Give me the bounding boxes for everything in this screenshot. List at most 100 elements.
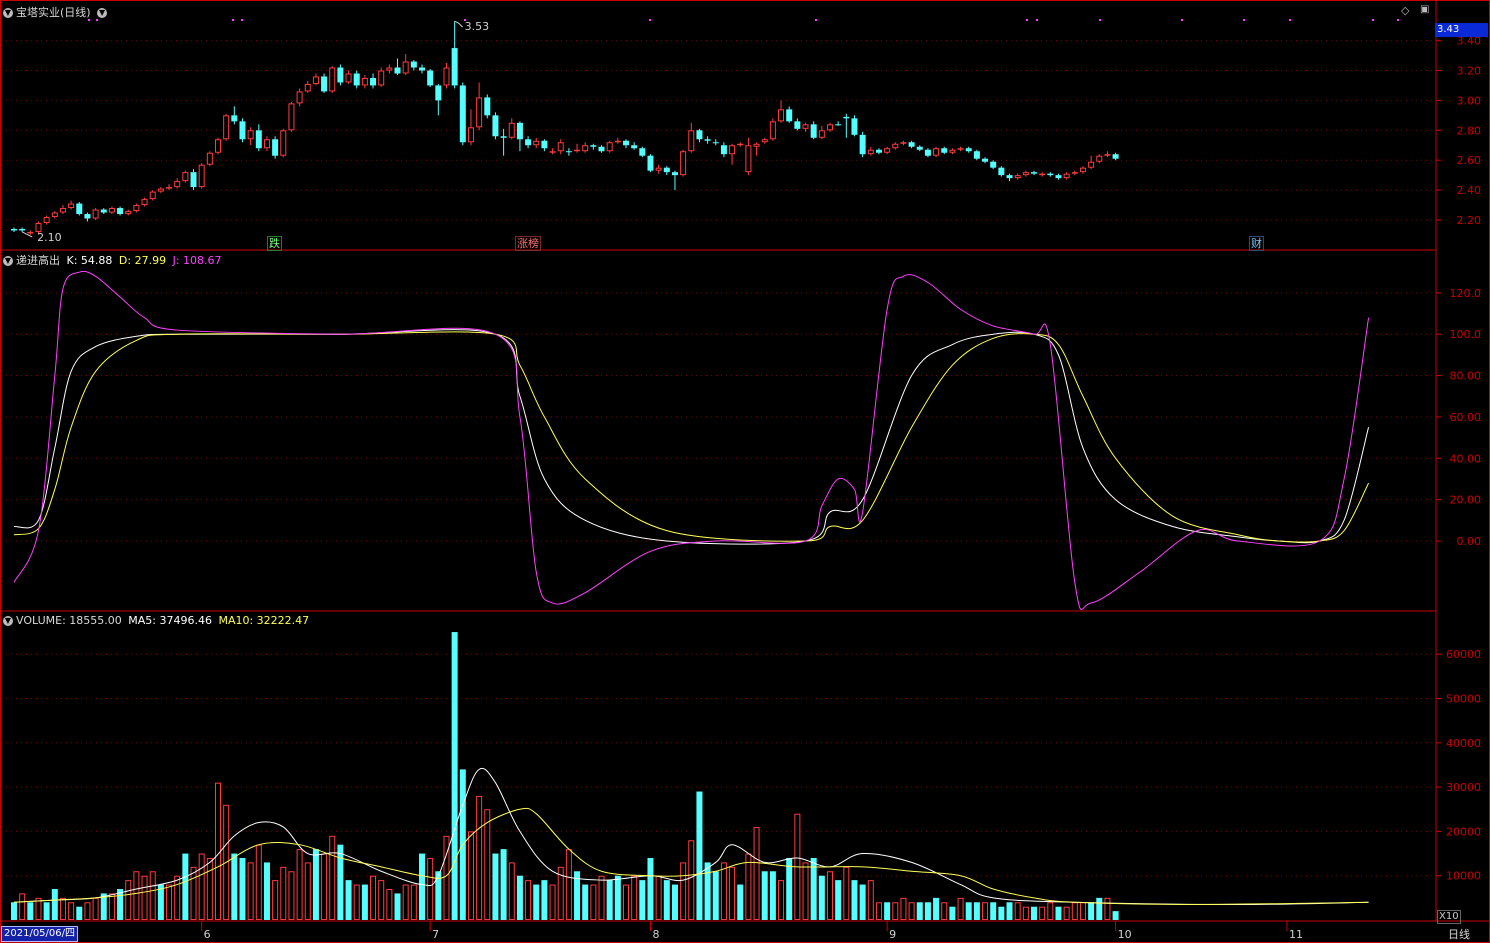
price-tick-label: 2.80 bbox=[1457, 124, 1482, 137]
volume-bar bbox=[1047, 902, 1054, 921]
min-price-label: 2.10 bbox=[37, 231, 62, 244]
volume-bar bbox=[255, 844, 262, 920]
volume-bar bbox=[1031, 906, 1037, 920]
candle bbox=[427, 69, 434, 87]
candle-body bbox=[239, 121, 246, 140]
volume-bar bbox=[818, 875, 825, 920]
volume-bar bbox=[916, 902, 923, 920]
candle-body bbox=[1096, 155, 1103, 162]
volume-bar bbox=[565, 849, 572, 920]
candle bbox=[149, 190, 156, 201]
volume-tick-label: 10000 bbox=[1446, 870, 1481, 883]
candle-body bbox=[1112, 154, 1119, 159]
volume-bar bbox=[965, 902, 972, 920]
candle-body bbox=[345, 73, 352, 83]
candle-body bbox=[443, 67, 450, 86]
period-label[interactable]: 日线 bbox=[1448, 928, 1470, 941]
candle-body bbox=[19, 228, 26, 231]
volume-bar bbox=[696, 791, 703, 920]
collapse-icon[interactable]: ▼ bbox=[3, 8, 13, 18]
price-tick-label: 2.60 bbox=[1457, 154, 1482, 167]
candle-body bbox=[361, 77, 368, 86]
price-tick-label: 3.20 bbox=[1457, 65, 1482, 78]
candle-body bbox=[1055, 175, 1062, 179]
candle-body bbox=[247, 130, 254, 140]
candle bbox=[941, 146, 948, 155]
ma5-line bbox=[13, 767, 1369, 905]
candle-body bbox=[198, 164, 205, 188]
candle-body bbox=[166, 187, 173, 189]
volume-bar bbox=[76, 906, 83, 920]
candle bbox=[557, 139, 564, 155]
collapse-icon[interactable]: ▼ bbox=[3, 256, 13, 266]
candle bbox=[492, 112, 499, 140]
candle-body bbox=[884, 148, 891, 153]
collapse-icon[interactable]: ▼ bbox=[3, 616, 13, 626]
panel-toggle-icon[interactable]: ▣ bbox=[1420, 4, 1430, 15]
candle-body bbox=[949, 149, 956, 153]
candle bbox=[574, 143, 581, 153]
current-date-label: 2021/05/06/四 bbox=[1, 926, 79, 942]
candle bbox=[549, 148, 556, 155]
candle bbox=[247, 127, 254, 146]
volume-bar bbox=[402, 884, 409, 920]
candle-body bbox=[394, 67, 401, 74]
volume-bar bbox=[541, 880, 548, 920]
candle bbox=[623, 139, 629, 149]
candle-body bbox=[704, 139, 711, 141]
candle-body bbox=[288, 103, 295, 131]
volume-bar bbox=[729, 866, 736, 921]
candle-body bbox=[312, 76, 319, 84]
candle bbox=[924, 148, 931, 158]
candle bbox=[329, 66, 336, 93]
volume-bar bbox=[492, 853, 499, 920]
candle bbox=[590, 143, 597, 150]
volume-bar bbox=[525, 880, 532, 921]
candle-body bbox=[867, 149, 874, 155]
candle-body bbox=[435, 85, 442, 101]
event-marker-top-gainers[interactable]: 涨榜 bbox=[515, 236, 541, 251]
candle bbox=[802, 122, 809, 132]
volume-bar bbox=[1071, 902, 1078, 921]
candle bbox=[1096, 154, 1103, 164]
candle-body bbox=[231, 115, 238, 122]
month-label: 6 bbox=[204, 928, 211, 941]
volume-bar bbox=[802, 862, 809, 920]
candle bbox=[933, 146, 940, 158]
candle-body bbox=[206, 152, 213, 165]
event-dot bbox=[1036, 19, 1038, 21]
candle bbox=[745, 137, 752, 176]
candle-body bbox=[892, 143, 899, 149]
candle-body bbox=[223, 115, 230, 140]
volume-tick-label: 40000 bbox=[1446, 737, 1481, 750]
volume-bar bbox=[908, 902, 915, 921]
volume-bar bbox=[272, 880, 279, 921]
candle bbox=[166, 184, 173, 191]
diamond-icon[interactable]: ◇ bbox=[1401, 4, 1410, 17]
candle bbox=[215, 137, 221, 155]
candle bbox=[435, 83, 442, 116]
candle-body bbox=[11, 228, 17, 231]
event-marker-finance[interactable]: 财 bbox=[1249, 236, 1264, 251]
volume-bar bbox=[100, 893, 107, 920]
dropdown-icon[interactable]: ▼ bbox=[97, 8, 108, 18]
candle bbox=[990, 160, 997, 170]
candle bbox=[827, 122, 833, 132]
candle bbox=[810, 121, 817, 140]
event-marker-fall[interactable]: 跌 bbox=[267, 236, 282, 251]
candle-body bbox=[720, 145, 727, 155]
volume-bar bbox=[51, 888, 58, 920]
volume-bar bbox=[688, 840, 695, 921]
price-tick-label: 3.40 bbox=[1457, 35, 1482, 48]
candle-body bbox=[141, 199, 148, 206]
candle-body bbox=[623, 140, 629, 146]
candle bbox=[720, 142, 727, 158]
candle-body bbox=[255, 130, 262, 149]
volume-bar bbox=[867, 880, 874, 921]
volume-bar bbox=[133, 871, 140, 921]
volume-bar bbox=[875, 902, 882, 921]
volume-bar bbox=[508, 862, 515, 920]
candle-body bbox=[712, 142, 719, 144]
volume-bar bbox=[606, 880, 613, 920]
